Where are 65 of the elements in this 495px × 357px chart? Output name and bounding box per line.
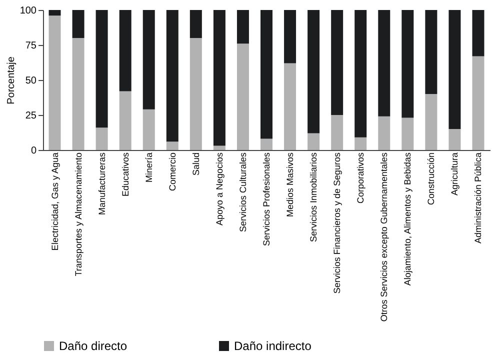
bar (284, 63, 296, 150)
legend-label: Daño directo (59, 339, 128, 353)
x-tick-label: Medios Masivos (285, 152, 296, 218)
bar (425, 94, 438, 150)
x-tick-label: Transportes y Almacenamiento (73, 152, 84, 276)
x-tick-label: Comercio (167, 152, 178, 192)
bar (119, 91, 132, 150)
bar (72, 10, 84, 38)
x-tick-label: Servicios Profesionales (262, 152, 272, 246)
bar (308, 133, 320, 150)
bar (190, 10, 202, 38)
y-tick-label: 75 (25, 40, 37, 52)
bar (354, 10, 367, 138)
bar (402, 10, 414, 118)
y-tick-label: 0 (30, 146, 37, 156)
x-tick-label: Salud (190, 152, 201, 176)
bar (402, 118, 414, 150)
x-tick-label: Educativos (120, 152, 130, 197)
bar (448, 129, 461, 150)
x-tick-label: Corporativos (356, 152, 366, 204)
bar (331, 10, 344, 115)
x-tick-label: Manufactureras (96, 152, 107, 216)
bar (96, 10, 108, 128)
bar (331, 115, 344, 150)
x-tick-label: Electricidad, Gas y Agua (50, 152, 60, 251)
x-tick-label: Administración Pública (473, 152, 484, 244)
bar (260, 10, 272, 139)
y-tick-label: 25 (25, 110, 37, 122)
bar (72, 38, 84, 150)
bar (142, 109, 155, 150)
bar (308, 10, 320, 134)
bar (166, 10, 178, 142)
bar (213, 146, 226, 150)
bar (448, 10, 461, 129)
bar (142, 10, 155, 110)
bar (378, 116, 390, 150)
bar (48, 10, 61, 16)
y-tick-label: 50 (25, 76, 37, 86)
x-tick-label: Apoyo a Negocios (214, 152, 224, 226)
x-tick-label: Servicios Financieros y de Seguros (332, 152, 342, 294)
x-tick-label: Minería (144, 152, 154, 183)
bar (119, 10, 132, 92)
bar (96, 128, 108, 150)
x-tick-label: Servicios Inmobiliarios (308, 152, 319, 242)
bar (236, 44, 249, 150)
x-tick-label: Agricultura (450, 152, 460, 196)
bar (236, 10, 249, 44)
x-tick-label: Otros Servicios excepto Gubernamentales (379, 152, 390, 322)
bar (284, 10, 296, 64)
x-tick-label: Alojamiento, Alimentos y Bebidas (402, 152, 413, 286)
bar (48, 16, 61, 150)
bar (354, 137, 367, 150)
bar (260, 138, 272, 150)
x-tick-label: Servicios Culturales (238, 152, 248, 232)
legend-label: Daño indirecto (234, 339, 312, 353)
bar (425, 10, 438, 94)
bar (190, 38, 202, 150)
bar (213, 10, 226, 146)
bar (378, 10, 390, 116)
bar (472, 10, 484, 56)
bar (472, 56, 484, 150)
bar (166, 142, 178, 150)
y-tick-label: 100 (20, 6, 37, 16)
x-tick-label: Construcción (426, 152, 436, 206)
y-axis-title: Porcentaje (6, 56, 17, 104)
